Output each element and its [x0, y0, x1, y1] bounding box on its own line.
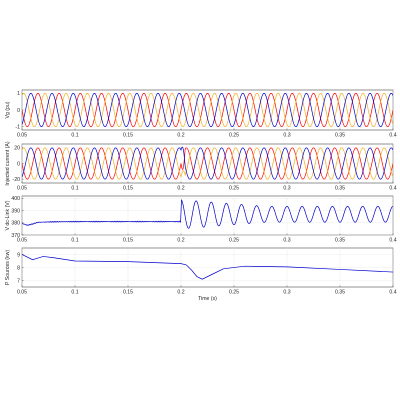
y-tick-label: 390 — [11, 208, 20, 214]
x-tick-label: 0.05 — [17, 238, 27, 244]
x-tick-label: 0.05 — [17, 290, 27, 296]
y-tick-label: 400 — [11, 196, 20, 202]
panel-vdc-link: 0.05 0.1 0.15 0.2 0.25 0.3 0.35 0.4 370 380 390 400… — [5, 195, 397, 244]
series-line-2 — [22, 92, 393, 128]
x-tick-label: 0.4 — [389, 133, 396, 139]
x-tick-label: 0.2 — [177, 186, 184, 192]
x-tick-label: 0.25 — [229, 186, 239, 192]
x-tick-label: 0.35 — [335, 133, 345, 139]
x-tick-label: 0.25 — [229, 133, 239, 139]
y-tick-label: 20 — [14, 146, 20, 152]
x-tick-label: 0.15 — [123, 290, 133, 296]
y-tick-label: 380 — [11, 221, 20, 227]
x-tick-label: 0.1 — [71, 186, 78, 192]
y-tick-label: 370 — [11, 233, 20, 239]
x-tick-label: 0.3 — [283, 186, 290, 192]
x-tick-label: 0.2 — [177, 238, 184, 244]
y-tick-label: 0 — [17, 108, 20, 114]
x-axis-label: Time (s) — [198, 296, 217, 302]
x-tick-label: 0.1 — [71, 238, 78, 244]
panel-p-sources: 0.05 0.1 0.15 0.2 0.25 0.3 0.35 0.4 7 8 9 P Sources… — [5, 247, 397, 302]
x-tick-label: 0.35 — [335, 290, 345, 296]
x-tick-label: 0.25 — [229, 290, 239, 296]
x-tick-label: 0.1 — [71, 133, 78, 139]
x-tick-label: 0.3 — [283, 133, 290, 139]
x-tick-label: 0.25 — [229, 238, 239, 244]
x-tick-label: 0.15 — [123, 133, 133, 139]
y-tick-label: 8 — [17, 265, 20, 271]
x-tick-label: 0.05 — [17, 133, 27, 139]
y-tick-label: 9 — [17, 252, 20, 258]
y-tick-label: 7 — [17, 278, 20, 284]
x-tick-label: 0.4 — [389, 238, 396, 244]
x-tick-label: 0.35 — [335, 238, 345, 244]
x-tick-label: 0.35 — [335, 186, 345, 192]
x-tick-label: 0.2 — [177, 290, 184, 296]
x-tick-label: 0.15 — [123, 238, 133, 244]
x-tick-label: 0.3 — [283, 290, 290, 296]
y-tick-label: 1 — [17, 91, 20, 97]
series-line-0 — [22, 254, 393, 280]
y-axis-label: P Sources (kw) — [5, 250, 11, 285]
x-tick-label: 0.3 — [283, 238, 290, 244]
series-line-0 — [22, 199, 393, 229]
series-line-2 — [22, 146, 393, 180]
y-tick-label: 0 — [17, 161, 20, 167]
x-tick-label: 0.4 — [389, 186, 396, 192]
y-axis-label: Injected current (A) — [5, 141, 11, 185]
y-tick-label: -1 — [15, 124, 20, 130]
x-tick-label: 0.4 — [389, 290, 396, 296]
x-tick-label: 0.15 — [123, 186, 133, 192]
y-tick-label: -20 — [13, 177, 21, 183]
x-tick-label: 0.1 — [71, 290, 78, 296]
x-tick-label: 0.05 — [17, 186, 27, 192]
panel-vg: 0.05 0.1 0.15 0.2 0.25 0.3 0.35 0.4 -1 0 1 Vg (pu) — [5, 89, 397, 139]
panel-injected-current: 0.05 0.1 0.15 0.2 0.25 0.3 0.35 0.4 -20 0 20Inject… — [5, 141, 397, 191]
y-axis-label: V dc-Link (V) — [5, 200, 11, 230]
x-tick-label: 0.2 — [177, 133, 184, 139]
y-axis-label: Vg (pu) — [5, 101, 11, 118]
